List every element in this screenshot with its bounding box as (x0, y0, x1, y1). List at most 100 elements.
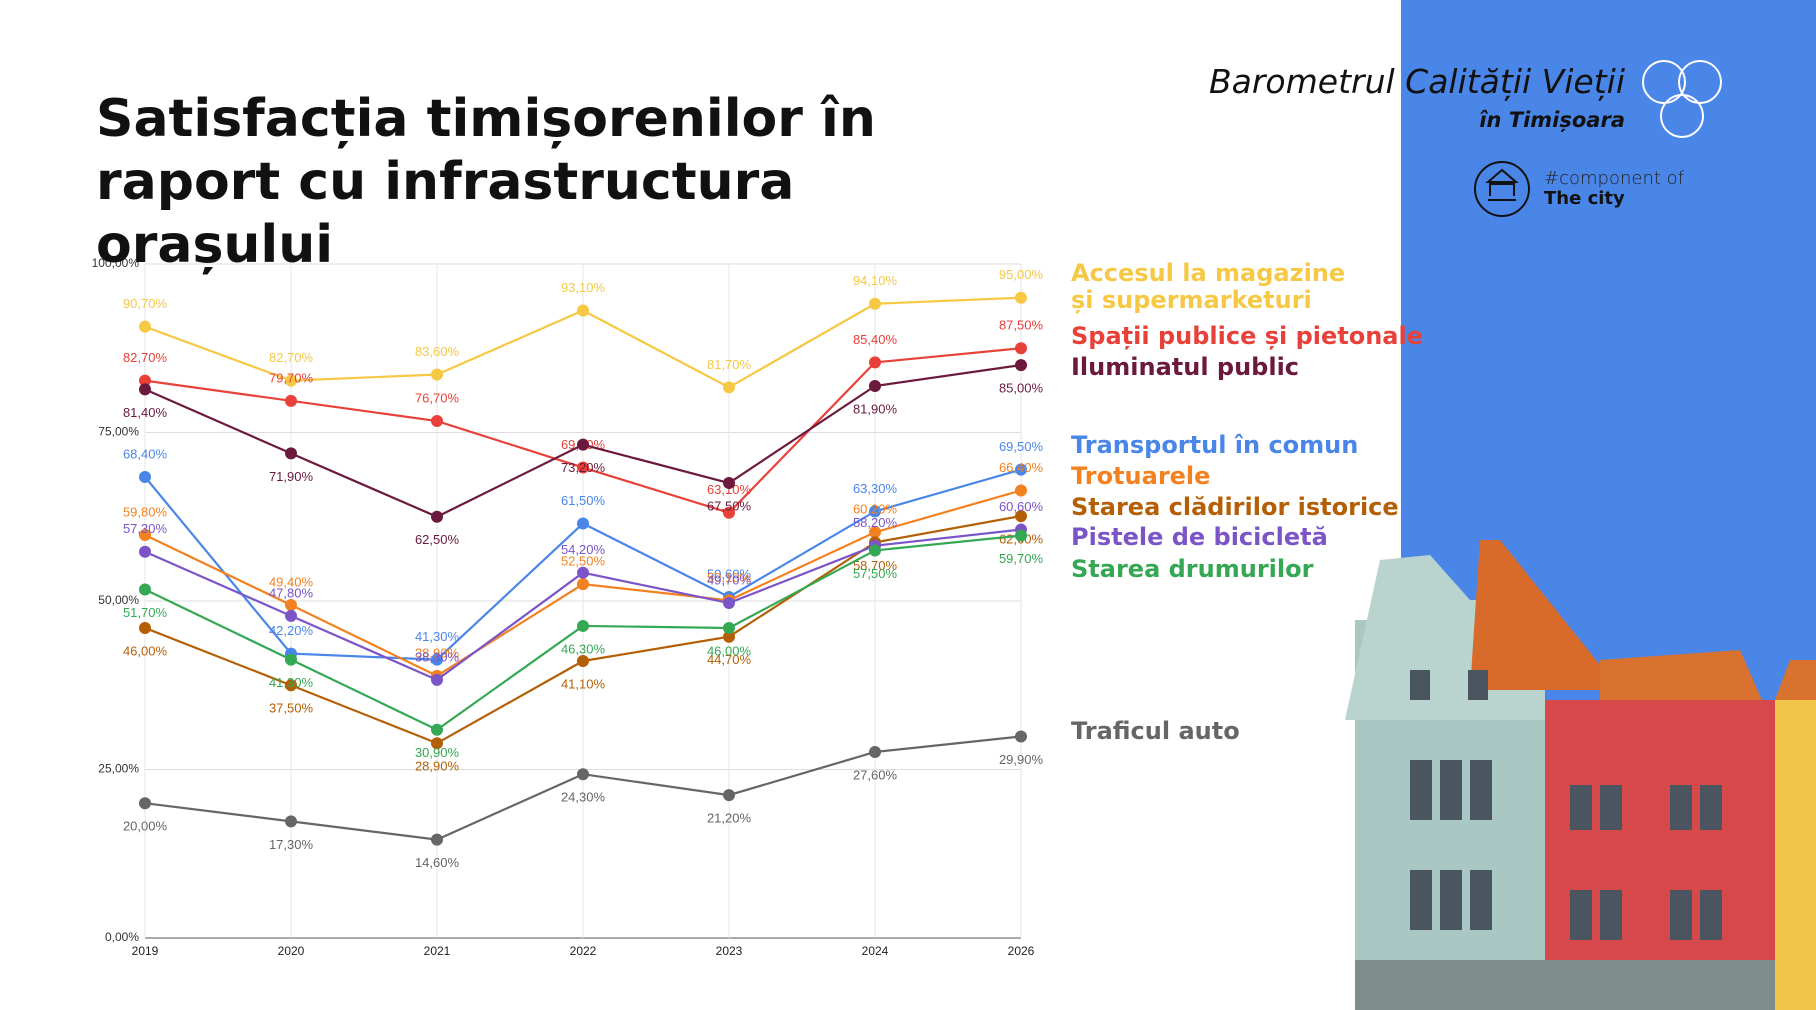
data-point (723, 597, 735, 610)
brand-name: Barometrul Calității Vieții (1209, 62, 1625, 101)
data-label: 52,50% (561, 554, 606, 569)
data-label: 67,50% (707, 498, 752, 513)
data-label: 27,60% (853, 767, 898, 782)
data-label: 82,70% (123, 350, 168, 365)
data-point (869, 356, 881, 369)
data-label: 69,50% (999, 439, 1044, 454)
x-tick-label: 2023 (716, 944, 743, 958)
data-label: 46,30% (561, 641, 606, 656)
data-label: 66,40% (999, 460, 1044, 475)
data-point (577, 619, 589, 632)
data-point (577, 768, 589, 781)
data-label: 95,00% (999, 267, 1044, 282)
data-point (139, 528, 151, 541)
data-label: 46,00% (123, 643, 168, 658)
data-point (285, 815, 297, 828)
data-point (723, 621, 735, 634)
data-label: 68,40% (123, 446, 168, 461)
data-label: 76,70% (415, 390, 460, 405)
data-label: 81,40% (123, 405, 168, 420)
data-point (577, 578, 589, 591)
data-label: 85,00% (999, 381, 1044, 396)
data-point (431, 833, 443, 846)
data-label: 47,80% (269, 585, 314, 600)
data-label: 28,90% (415, 759, 460, 774)
data-point (723, 381, 735, 394)
data-label: 94,10% (853, 273, 898, 288)
legend-entry: Trotuarele (1071, 462, 1211, 490)
legend-entry: Starea drumurilor (1071, 555, 1314, 583)
data-point (723, 477, 735, 490)
data-point (1015, 342, 1027, 355)
data-point (1015, 484, 1027, 497)
data-label: 38,30% (415, 649, 460, 664)
data-point (285, 374, 297, 387)
data-point (723, 506, 735, 519)
x-tick-label: 2022 (570, 944, 597, 958)
data-point (1015, 359, 1027, 372)
data-label: 87,50% (999, 318, 1044, 333)
data-point (139, 374, 151, 387)
data-label: 82,70% (269, 350, 314, 365)
data-point (285, 653, 297, 666)
data-point (431, 737, 443, 750)
legend-entry: Transportul în comun (1071, 431, 1359, 459)
data-point (577, 566, 589, 579)
x-tick-label: 2024 (862, 944, 889, 958)
data-point (139, 797, 151, 810)
data-label: 14,60% (415, 855, 460, 870)
data-label: 37,50% (269, 701, 314, 716)
data-label: 71,90% (269, 469, 314, 484)
building-illustration (1345, 540, 1816, 1010)
data-point (431, 415, 443, 428)
data-point (577, 517, 589, 530)
data-label: 81,70% (707, 357, 752, 372)
y-tick-label: 50,00% (98, 593, 139, 607)
data-point (139, 621, 151, 634)
data-point (285, 447, 297, 460)
data-point (577, 304, 589, 317)
data-label: 81,90% (853, 401, 898, 416)
data-label: 49,40% (269, 574, 314, 589)
data-point (285, 599, 297, 612)
data-label: 57,50% (853, 566, 898, 581)
data-point (723, 789, 735, 802)
data-label: 58,70% (853, 558, 898, 573)
data-label: 59,80% (123, 504, 168, 519)
data-label: 90,70% (123, 296, 168, 311)
y-tick-label: 75,00% (98, 425, 139, 439)
data-label: 63,10% (707, 482, 752, 497)
data-label: 50,10% (707, 570, 752, 585)
data-label: 79,70% (269, 370, 314, 385)
data-label: 46,00% (707, 643, 752, 658)
data-point (577, 461, 589, 474)
data-label: 85,40% (853, 332, 898, 347)
data-point (869, 297, 881, 310)
data-label: 42,20% (269, 623, 314, 638)
data-label: 41,10% (561, 676, 606, 691)
x-tick-label: 2026 (1008, 944, 1035, 958)
data-point (1015, 529, 1027, 542)
data-point (577, 654, 589, 667)
data-point (869, 544, 881, 557)
data-point (431, 510, 443, 523)
data-label: 83,60% (415, 344, 460, 359)
component-label: #component of (1544, 168, 1684, 189)
data-point (869, 526, 881, 539)
data-point (285, 679, 297, 692)
data-label: 21,20% (707, 811, 752, 826)
data-point (1015, 463, 1027, 476)
data-point (869, 379, 881, 392)
data-point (431, 673, 443, 686)
data-label: 60,60% (999, 499, 1044, 514)
data-point (139, 320, 151, 333)
legend-entry: Accesul la magazine și supermarketuri (1071, 259, 1346, 314)
data-label: 73,20% (561, 460, 606, 475)
data-label: 38,90% (415, 645, 460, 660)
legend-entry: Traficul auto (1071, 717, 1240, 745)
data-label: 63,30% (853, 481, 898, 496)
x-tick-label: 2019 (132, 944, 159, 958)
legend-entry: Pistele de bicicletă (1071, 523, 1328, 551)
data-label: 41,30% (415, 629, 460, 644)
